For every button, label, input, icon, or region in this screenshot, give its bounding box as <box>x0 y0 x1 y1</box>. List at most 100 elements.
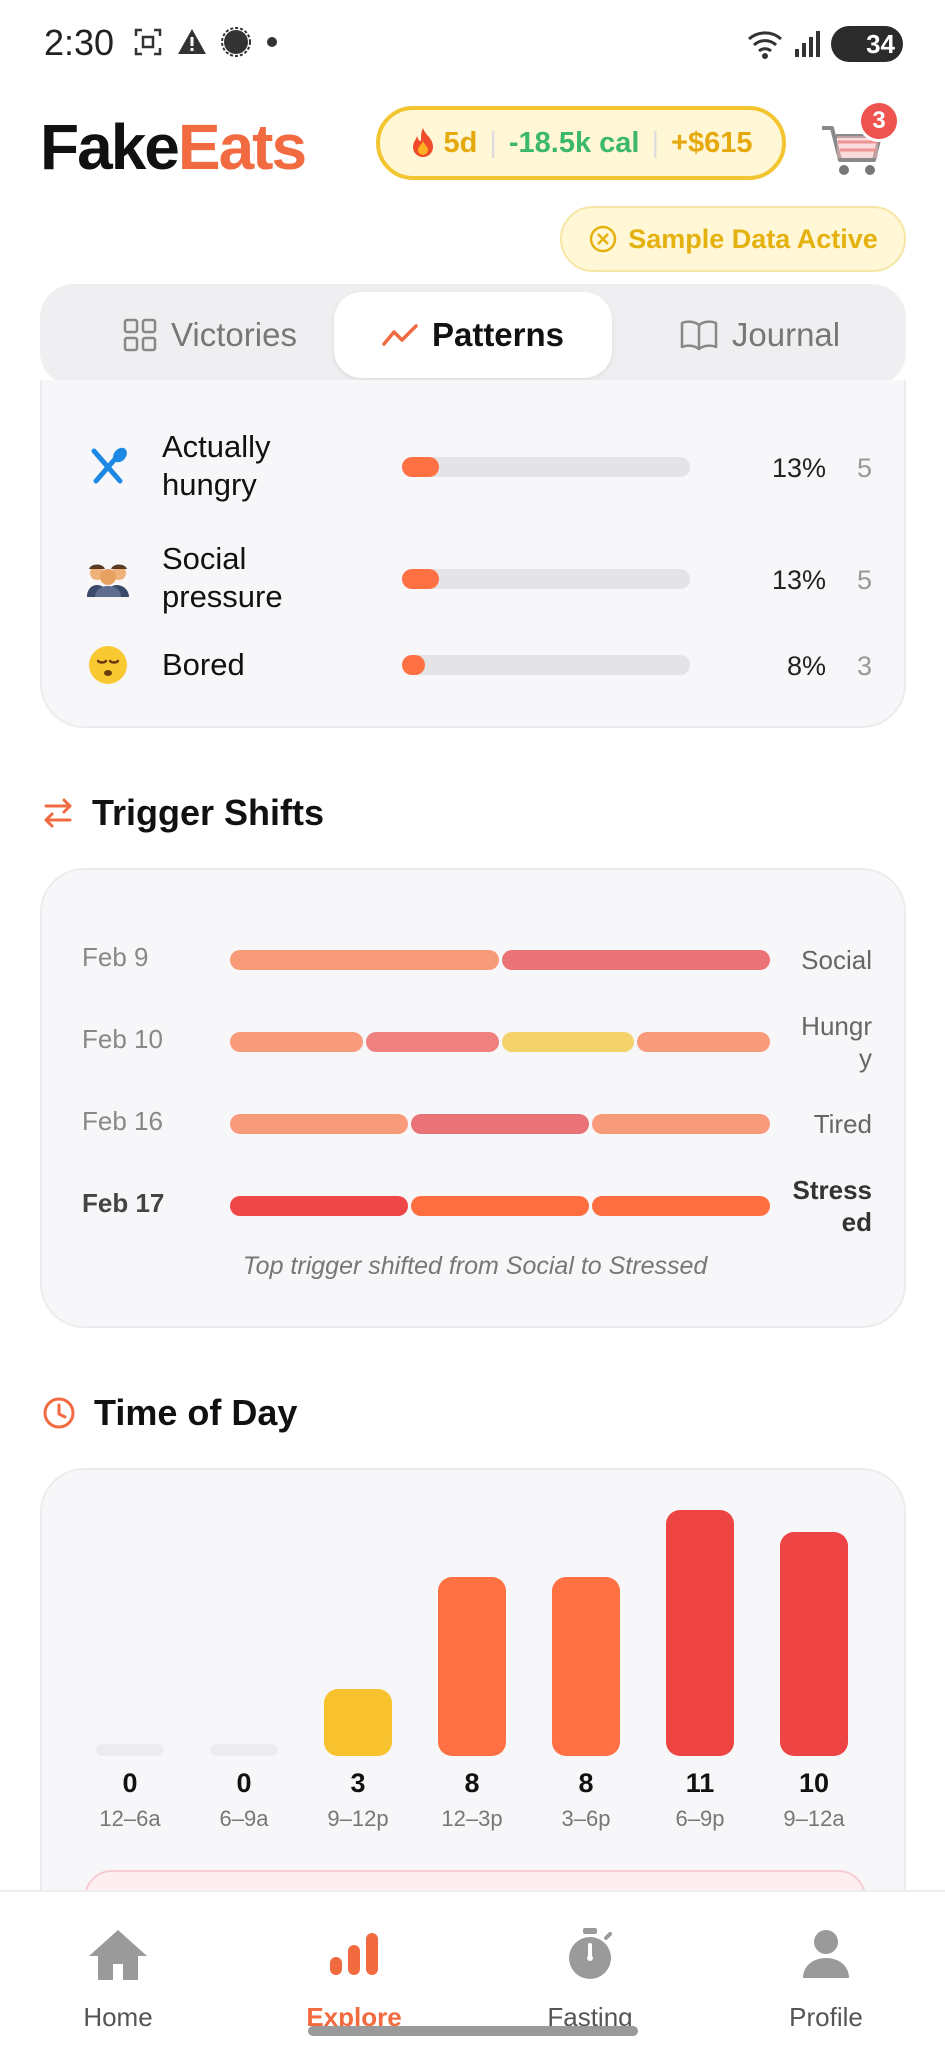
section-title: Time of Day <box>94 1392 298 1433</box>
shift-segment <box>592 1114 770 1134</box>
bar-chart-icon <box>330 1933 378 1975</box>
section-header-trigger-shifts: Trigger Shifts <box>42 792 324 834</box>
shift-bars <box>230 1114 770 1134</box>
shift-segment <box>411 1196 589 1216</box>
trigger-bar <box>402 655 690 675</box>
section-header-time-of-day: Time of Day <box>42 1392 297 1434</box>
chart-value-label: 10 <box>798 1768 830 1798</box>
status-bar: 2:30 34 <box>0 0 945 90</box>
list-item[interactable]: Bored 8% 3 <box>42 620 908 710</box>
trigger-bar <box>402 457 690 477</box>
shift-row: Feb 16 Tired <box>42 1094 908 1154</box>
shift-segment <box>230 950 499 970</box>
nav-fasting[interactable]: Fasting <box>472 1892 708 2048</box>
calories-saved: -18.5k cal <box>508 126 640 159</box>
shift-tag: Social <box>801 945 872 975</box>
shift-tag: Hungry <box>801 1011 872 1073</box>
shift-row: Feb 9 Social <box>42 930 908 990</box>
signal-app-icon <box>221 27 251 57</box>
app-logo: FakeEats <box>40 111 307 183</box>
chart-category-label: 3–6p <box>561 1806 611 1831</box>
trigger-count: 3 <box>856 651 872 681</box>
trigger-breakdown-card: Actually hungry 13% 5 Social pressure 13… <box>40 380 906 728</box>
user-icon <box>803 1930 849 1978</box>
shift-segment <box>411 1114 589 1134</box>
home-indicator[interactable] <box>308 2026 638 2036</box>
trigger-percent: 13% <box>771 565 826 595</box>
chart-bar[interactable] <box>438 1577 506 1756</box>
clock-icon <box>43 1397 75 1429</box>
list-item[interactable]: Actually hungry 13% 5 <box>42 422 908 512</box>
chart-bar[interactable] <box>666 1510 734 1756</box>
cart-badge: 3 <box>858 100 900 142</box>
chart-bar[interactable] <box>780 1532 848 1756</box>
nav-profile[interactable]: Profile <box>708 1892 944 2048</box>
trigger-bar <box>402 569 690 589</box>
shift-tag: Stressed <box>792 1175 873 1237</box>
sample-data-toggle[interactable]: Sample Data Active <box>560 206 906 272</box>
shift-bars <box>230 1032 770 1052</box>
tab-patterns[interactable]: Patterns <box>334 292 612 378</box>
trigger-bar-fill <box>402 457 440 477</box>
chart-category-label: 12–6a <box>99 1806 161 1831</box>
chart-category-label: 9–12a <box>783 1806 845 1831</box>
streak-stats-pill[interactable]: 5d | -18.5k cal | +$615 <box>376 106 786 180</box>
chart-category-label: 6–9p <box>675 1806 725 1831</box>
segmented-tabs: Victories Patterns Journal <box>40 284 906 386</box>
shift-segment <box>592 1196 770 1216</box>
stopwatch-icon <box>569 1928 612 1979</box>
cell-signal-icon <box>795 31 820 57</box>
fork-knife-icon <box>84 443 132 491</box>
shift-date: Feb 16 <box>82 1106 163 1136</box>
shift-row: Feb 17 Stressed <box>42 1175 908 1237</box>
streak-days: 5d <box>443 126 478 159</box>
chart-bar[interactable] <box>210 1744 278 1756</box>
shift-segment <box>365 1032 499 1052</box>
grid-icon <box>123 318 157 352</box>
trigger-label: Actually hungry <box>162 429 271 502</box>
money-saved: +$615 <box>671 126 753 159</box>
shift-date: Feb 17 <box>82 1188 165 1218</box>
warning-icon <box>178 29 206 54</box>
trend-line-icon <box>382 324 418 346</box>
chart-value-label: 0 <box>236 1768 252 1798</box>
trigger-label: Bored <box>162 647 245 682</box>
chart-category-label: 12–3p <box>441 1806 503 1831</box>
nav-explore[interactable]: Explore <box>236 1892 472 2048</box>
trigger-label: Social pressure <box>162 541 283 614</box>
chart-bar[interactable] <box>96 1744 164 1756</box>
chart-category-label: 6–9a <box>219 1806 269 1831</box>
trigger-percent: 8% <box>786 651 826 681</box>
close-circle-icon <box>589 225 617 253</box>
nav-home[interactable]: Home <box>0 1892 236 2048</box>
chart-bar[interactable] <box>552 1577 620 1756</box>
trigger-bar-fill <box>402 655 426 675</box>
shift-row: Feb 10 Hungry <box>42 1011 908 1073</box>
status-time: 2:30 <box>44 22 115 63</box>
wifi-icon <box>748 31 782 59</box>
sample-data-label: Sample Data Active <box>628 223 878 254</box>
shift-segment <box>501 1032 635 1052</box>
list-item[interactable]: Social pressure 13% 5 <box>42 534 908 624</box>
shift-bars <box>230 1196 770 1216</box>
section-title: Trigger Shifts <box>92 792 325 833</box>
chart-bar[interactable] <box>324 1689 392 1756</box>
chart-value-label: 8 <box>578 1768 594 1798</box>
shift-segment <box>637 1032 770 1052</box>
fire-icon <box>412 128 433 157</box>
tab-victories[interactable]: Victories <box>60 292 360 378</box>
home-icon <box>89 1930 147 1980</box>
chart-value-label: 3 <box>350 1768 366 1798</box>
people-emoji <box>84 555 132 603</box>
shift-tag: Tired <box>813 1109 872 1139</box>
bottom-nav: Home Explore Fasting Profile <box>0 1890 945 2048</box>
chart-value-label: 8 <box>464 1768 480 1798</box>
bored-face-emoji <box>84 641 132 689</box>
shift-summary: Top trigger shifted from Social to Stres… <box>242 1252 708 1280</box>
book-icon <box>680 320 718 351</box>
trigger-percent: 13% <box>771 453 826 483</box>
battery-indicator: 34 <box>831 26 903 62</box>
trigger-bar-fill <box>402 569 440 589</box>
shift-segment <box>230 1196 408 1216</box>
tab-journal[interactable]: Journal <box>620 292 900 378</box>
